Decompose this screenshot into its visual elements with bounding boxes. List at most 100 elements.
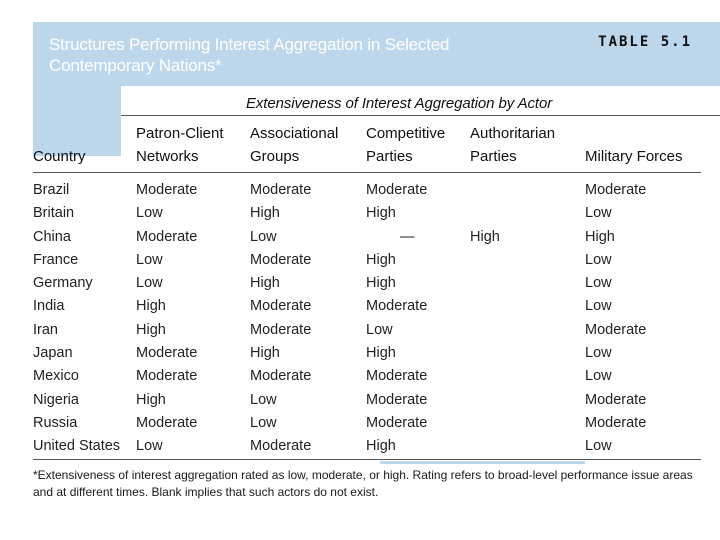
cell-competitive: —	[400, 228, 415, 245]
cell-military: Low	[585, 275, 612, 292]
cell-competitive: High	[366, 438, 396, 455]
cell-country: China	[33, 228, 71, 245]
cell-military: Low	[585, 205, 612, 222]
cell-country: France	[33, 251, 79, 268]
cell-associational: Low	[250, 414, 277, 431]
table-bottom-rule	[33, 459, 701, 460]
table-row: India High Moderate Moderate Low	[0, 295, 720, 318]
cell-patron-client: Low	[136, 205, 163, 222]
table-footnote: *Extensiveness of interest aggregation r…	[33, 467, 703, 501]
cell-patron-client: High	[136, 391, 166, 408]
cell-military: Low	[585, 298, 612, 315]
header-military-line-2: Military Forces	[585, 148, 683, 165]
cell-military: Moderate	[585, 182, 647, 198]
cell-military: Low	[585, 251, 612, 268]
cell-patron-client: Low	[136, 275, 163, 292]
header-authoritarian-line-1: Authoritarian	[470, 125, 556, 142]
cell-competitive: High	[366, 205, 396, 222]
cell-patron-client: Low	[136, 438, 163, 455]
cell-associational: Moderate	[250, 298, 312, 315]
cell-country: United States	[33, 438, 121, 455]
cell-patron-client: Moderate	[136, 414, 198, 431]
bottom-accent-bar	[380, 461, 585, 464]
table-row: Russia Moderate Low Moderate Moderate	[0, 412, 720, 435]
cell-competitive: Moderate	[366, 182, 428, 198]
table-row: Nigeria High Low Moderate Moderate	[0, 389, 720, 412]
table-row: Mexico Moderate Moderate Moderate Low	[0, 365, 720, 388]
header-military: Military Forces	[585, 122, 683, 168]
header-country-line-1	[33, 122, 86, 145]
cell-military: High	[585, 228, 615, 245]
cell-competitive: High	[366, 345, 396, 362]
cell-country: India	[33, 298, 65, 315]
footnote-line-2: and at different times. Blank implies th…	[33, 485, 379, 499]
cell-competitive: Moderate	[366, 298, 428, 315]
table-row: Germany Low High High Low	[0, 272, 720, 295]
table-row: China Moderate Low — High High	[0, 226, 720, 249]
cell-country: Germany	[33, 275, 93, 292]
table-title-band: Structures Performing Interest Aggregati…	[33, 22, 720, 86]
table-row: Japan Moderate High High Low	[0, 342, 720, 365]
cell-competitive: Moderate	[366, 368, 428, 385]
cell-country: Japan	[33, 345, 73, 362]
table-row: France Low Moderate High Low	[0, 249, 720, 272]
cell-associational: Low	[250, 228, 277, 245]
table-number-label: TABLE 5.1	[598, 34, 692, 50]
cell-country: Brazil	[33, 182, 70, 198]
header-competitive-line-2: Parties	[366, 148, 413, 165]
cell-country: Russia	[33, 414, 78, 431]
cell-associational: Moderate	[250, 438, 312, 455]
cell-patron-client: Moderate	[136, 182, 198, 198]
cell-associational: High	[250, 275, 280, 292]
header-competitive-line-1: Competitive	[366, 125, 446, 142]
column-group-rule	[121, 115, 720, 116]
cell-patron-client: Moderate	[136, 345, 198, 362]
table-row: Britain Low High High Low	[0, 202, 720, 225]
table-title: Structures Performing Interest Aggregati…	[49, 34, 529, 76]
table-body: Brazil Moderate Moderate Moderate Moderate Br…	[0, 179, 720, 459]
cell-patron-client: Moderate	[136, 368, 198, 385]
cell-patron-client: High	[136, 321, 166, 338]
header-patron-client-line-1: Patron-Client	[136, 125, 224, 142]
header-patron-client-line-2: Networks	[136, 148, 199, 165]
column-group-header: Extensiveness of Interest Aggregation by…	[121, 95, 720, 117]
cell-country: Iran	[33, 321, 58, 338]
cell-associational: High	[250, 345, 280, 362]
table-title-line-1: Structures Performing Interest Aggregati…	[49, 35, 450, 54]
table-row: Brazil Moderate Moderate Moderate Moderate	[0, 179, 720, 202]
header-patron-client: Patron-Client Networks	[136, 122, 224, 168]
cell-military: Low	[585, 345, 612, 362]
cell-military: Moderate	[585, 414, 647, 431]
cell-country: Mexico	[33, 368, 79, 385]
cell-military: Moderate	[585, 321, 647, 338]
header-authoritarian-line-2: Parties	[470, 148, 517, 165]
header-authoritarian: Authoritarian Parties	[470, 122, 555, 168]
cell-associational: Moderate	[250, 251, 312, 268]
cell-authoritarian: High	[470, 228, 500, 245]
header-associational-line-1: Associational	[250, 125, 339, 142]
cell-patron-client: High	[136, 298, 166, 315]
cell-patron-client: Low	[136, 251, 163, 268]
header-associational-line-2: Groups	[250, 148, 300, 165]
cell-military: Low	[585, 438, 612, 455]
header-associational: Associational Groups	[250, 122, 338, 168]
header-rule	[33, 172, 701, 173]
cell-competitive: Low	[366, 321, 393, 338]
header-country: Country	[33, 122, 86, 168]
cell-competitive: Moderate	[366, 391, 428, 408]
table-row: Iran High Moderate Low Moderate	[0, 319, 720, 342]
cell-associational: Moderate	[250, 321, 312, 338]
header-military-line-1	[585, 122, 683, 145]
header-competitive: Competitive Parties	[366, 122, 445, 168]
cell-military: Moderate	[585, 391, 647, 408]
cell-country: Nigeria	[33, 391, 79, 408]
column-group-title: Extensiveness of Interest Aggregation by…	[246, 95, 553, 112]
header-country-line-2: Country	[33, 148, 86, 165]
left-accent-block	[33, 86, 121, 156]
cell-associational: Moderate	[250, 368, 312, 385]
cell-associational: Moderate	[250, 182, 312, 198]
cell-country: Britain	[33, 205, 75, 222]
cell-associational: Low	[250, 391, 277, 408]
cell-competitive: High	[366, 275, 396, 292]
cell-associational: High	[250, 205, 280, 222]
